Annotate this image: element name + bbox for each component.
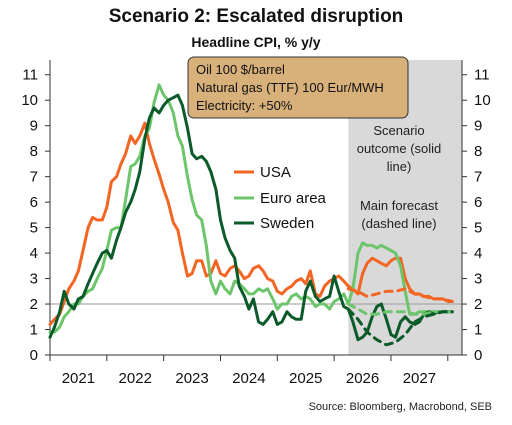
series-line-euro-area-main-forecast: [346, 302, 454, 316]
legend-label-usa: USA: [260, 164, 291, 181]
y-tick-label-right: 0: [474, 347, 482, 364]
x-tick-label: 2022: [119, 370, 152, 387]
x-tick-label: 2023: [175, 370, 208, 387]
y-tick-label-left: 11: [22, 67, 38, 84]
series-line-sweden-main-forecast: [346, 307, 454, 347]
y-tick-label-right: 9: [474, 118, 482, 135]
y-tick-label-right: 1: [474, 322, 482, 339]
y-tick-label-right: 11: [474, 67, 490, 84]
legend-label-sweden: Sweden: [260, 215, 314, 232]
series-line-usa: [48, 121, 454, 326]
y-tick-label-left: 9: [30, 118, 38, 135]
chart-subtitle: Headline CPI, % y/y: [191, 34, 320, 50]
y-tick-label-right: 5: [474, 220, 482, 237]
series-line-sweden: [48, 93, 454, 342]
y-tick-label-left: 5: [30, 220, 38, 237]
legend: USA Euro area Sweden: [234, 164, 327, 232]
scenario-note-line-2: outcome (solid: [357, 141, 442, 156]
y-tick-label-left: 0: [30, 347, 38, 364]
series-line-usa-main-forecast: [346, 287, 454, 303]
y-tick-label-left: 10: [21, 92, 38, 109]
y-tick-label-right: 7: [474, 169, 482, 186]
scenario-note-line-3: line): [387, 159, 412, 174]
x-tick-label: 2027: [403, 370, 436, 387]
y-tick-label-left: 7: [30, 169, 38, 186]
y-tick-label-left: 2: [30, 296, 38, 313]
assumption-box-background: [187, 56, 409, 119]
legend-label-euro-area: Euro area: [260, 190, 327, 207]
assumption-electricity: Electricity: +50%: [196, 98, 293, 113]
assumption-gas: Natural gas (TTF) 100 Eur/MWH: [196, 80, 384, 95]
scenario-note-line-1: Scenario: [373, 123, 424, 138]
y-tick-label-left: 1: [30, 322, 38, 339]
x-tick-label: 2026: [346, 370, 379, 387]
chart-title: Scenario 2: Escalated disruption: [109, 6, 404, 27]
y-tick-label-right: 4: [474, 245, 482, 262]
series-line-euro-area: [48, 83, 454, 334]
x-tick-label: 2025: [289, 370, 322, 387]
y-tick-label-left: 8: [30, 143, 38, 160]
y-tick-label-left: 6: [30, 194, 38, 211]
series-lines: [48, 83, 454, 347]
x-tick-label: 2021: [62, 370, 95, 387]
assumption-box: Oil 100 $/barrel Natural gas (TTF) 100 E…: [187, 56, 409, 119]
y-tick-label-right: 10: [474, 92, 491, 109]
x-tick-label: 2024: [232, 370, 265, 387]
assumption-oil: Oil 100 $/barrel: [196, 62, 285, 77]
source-note: Source: Bloomberg, Macrobond, SEB: [309, 401, 492, 413]
y-tick-label-left: 3: [30, 271, 38, 288]
forecast-note-line-1: Main forecast: [360, 198, 438, 213]
y-tick-label-right: 6: [474, 194, 482, 211]
y-tick-label-right: 2: [474, 296, 482, 313]
y-tick-label-left: 4: [30, 245, 38, 262]
y-tick-label-right: 3: [474, 271, 482, 288]
forecast-note-line-2: (dashed line): [361, 216, 436, 231]
y-tick-label-right: 8: [474, 143, 482, 160]
